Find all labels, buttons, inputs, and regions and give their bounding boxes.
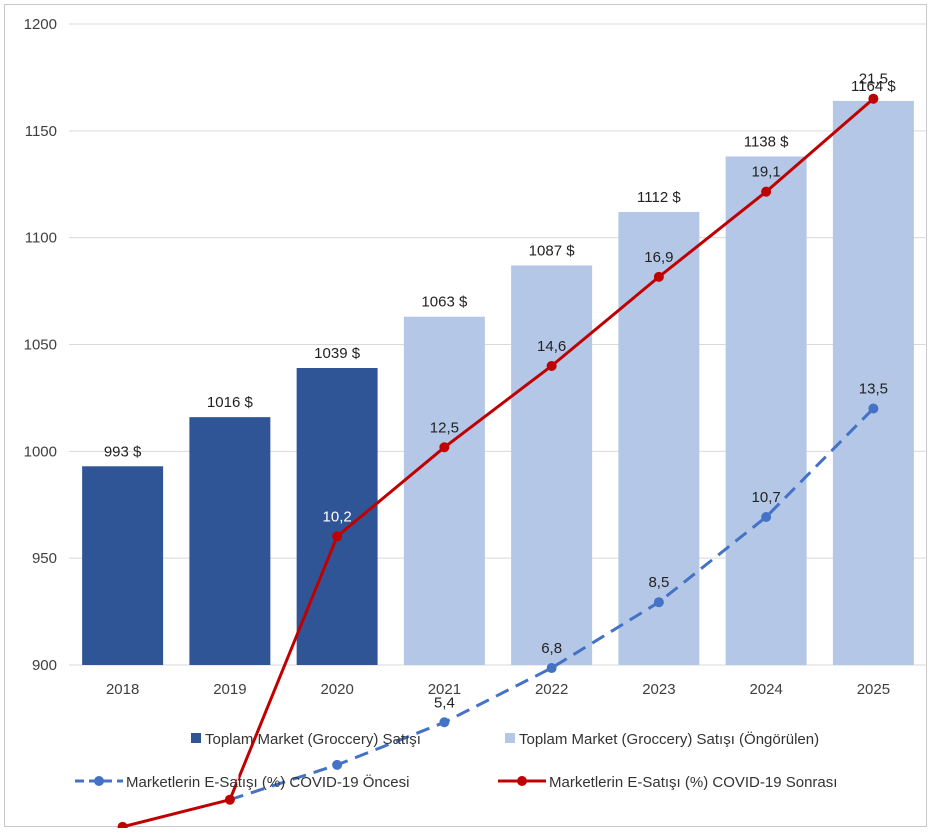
post-covid-point <box>439 442 450 453</box>
post-covid-point <box>653 271 664 282</box>
legend-entry-label: Toplam Market (Groccery) Satışı <box>205 731 421 748</box>
legend-line-post-covid-marker <box>517 776 527 786</box>
bar-2023 <box>618 212 700 665</box>
y-tick-label: 900 <box>32 657 57 674</box>
x-tick-label: 2022 <box>535 681 568 698</box>
pre-covid-point <box>761 511 772 522</box>
legend-entry-label: Marketlerin E-Satışı (%) COVID-19 Sonras… <box>549 774 837 791</box>
legend-swatch-forecast <box>505 733 515 743</box>
post-covid-point <box>224 794 235 805</box>
legend: Toplam Market (Groccery) Satışı Toplam Ma… <box>75 730 837 791</box>
chart-frame: 900 950 1000 1050 1100 1150 1200 993 $ 1016 $ 10… <box>4 4 927 832</box>
post-covid-value-label: 2,7 <box>112 799 133 816</box>
y-tick-label: 950 <box>32 550 57 567</box>
bar-value-label: 1039 $ <box>314 345 361 362</box>
legend-entry-label: Toplam Market (Groccery) Satışı (Öngörül… <box>519 730 819 748</box>
y-tick-label: 1150 <box>25 123 57 140</box>
legend-swatch-actual <box>191 733 201 743</box>
x-tick-label: 2018 <box>106 681 139 698</box>
pre-covid-value-label: 6,8 <box>541 640 562 657</box>
pre-covid-point <box>868 403 879 414</box>
x-tick-label: 2024 <box>749 681 782 698</box>
y-tick-label: 1000 <box>24 443 57 460</box>
pre-covid-point <box>332 759 343 770</box>
post-covid-line <box>122 97 875 829</box>
bar-2018 <box>82 466 164 665</box>
pre-covid-value-label: 13,5 <box>859 381 888 398</box>
legend-line-pre-covid-marker <box>94 776 104 786</box>
chart-svg: 900 950 1000 1050 1100 1150 1200 993 $ 1016 $ 10… <box>24 16 927 832</box>
bar-2021 <box>403 316 485 665</box>
post-covid-value-label: 14,6 <box>537 338 566 355</box>
bar-value-label: 993 $ <box>104 443 142 460</box>
bar-value-label: 1164 $ <box>851 78 896 95</box>
pre-covid-point <box>439 717 450 728</box>
bar-value-label: 1016 $ <box>207 394 254 411</box>
pre-covid-value-label: 5,4 <box>434 694 455 711</box>
post-covid-value-label: 21,5 <box>859 71 888 88</box>
x-tick-label: 2023 <box>642 681 675 698</box>
legend-entry-label: Marketlerin E-Satışı (%) COVID-19 Öncesi <box>126 773 409 791</box>
post-covid-value-label: 16,9 <box>644 249 673 266</box>
pre-covid-point <box>546 663 557 674</box>
x-axis: 2018 2019 2020 2021 2022 2023 2024 2025 <box>106 681 890 698</box>
bar-value-label: 1138 $ <box>744 133 789 150</box>
pre-covid-value-label: 4,3 <box>327 737 348 754</box>
bar-2022 <box>511 265 593 665</box>
bar-2019 <box>189 417 271 665</box>
post-covid-value-label: 12,5 <box>430 419 459 436</box>
post-covid-point <box>117 821 128 832</box>
x-tick-label: 2021 <box>428 681 461 698</box>
bar-value-label: 1063 $ <box>421 294 468 311</box>
data-labels: 993 $ 1016 $ 1039 $ 1063 $ 1087 $ 1112 $ 1138 … <box>104 71 897 816</box>
post-covid-point <box>761 186 772 197</box>
bar-value-label: 1087 $ <box>529 242 576 259</box>
pre-covid-value-label: 8,5 <box>648 574 669 591</box>
post-covid-point <box>332 531 343 542</box>
post-covid-value-label: 19,1 <box>752 164 781 181</box>
bar-2020 <box>296 368 378 665</box>
bars <box>82 100 914 666</box>
y-axis: 900 950 1000 1050 1100 1150 1200 <box>24 16 57 674</box>
y-tick-label: 1100 <box>25 230 57 247</box>
x-tick-label: 2025 <box>857 681 890 698</box>
post-covid-point <box>868 93 879 104</box>
y-tick-label: 1050 <box>24 337 57 354</box>
post-covid-value-label: 3,4 <box>219 772 240 789</box>
post-covid-point <box>546 360 557 371</box>
pre-covid-value-label: 10,7 <box>752 489 781 506</box>
bar-value-label: 1112 $ <box>637 189 681 206</box>
lines <box>117 93 879 832</box>
bar-2025 <box>832 100 914 666</box>
x-tick-label: 2020 <box>320 681 353 698</box>
x-tick-label: 2019 <box>213 681 246 698</box>
post-covid-value-label: 10,2 <box>323 508 352 525</box>
bar-2024 <box>725 156 807 665</box>
y-tick-label: 1200 <box>24 16 57 33</box>
pre-covid-point <box>653 597 664 608</box>
